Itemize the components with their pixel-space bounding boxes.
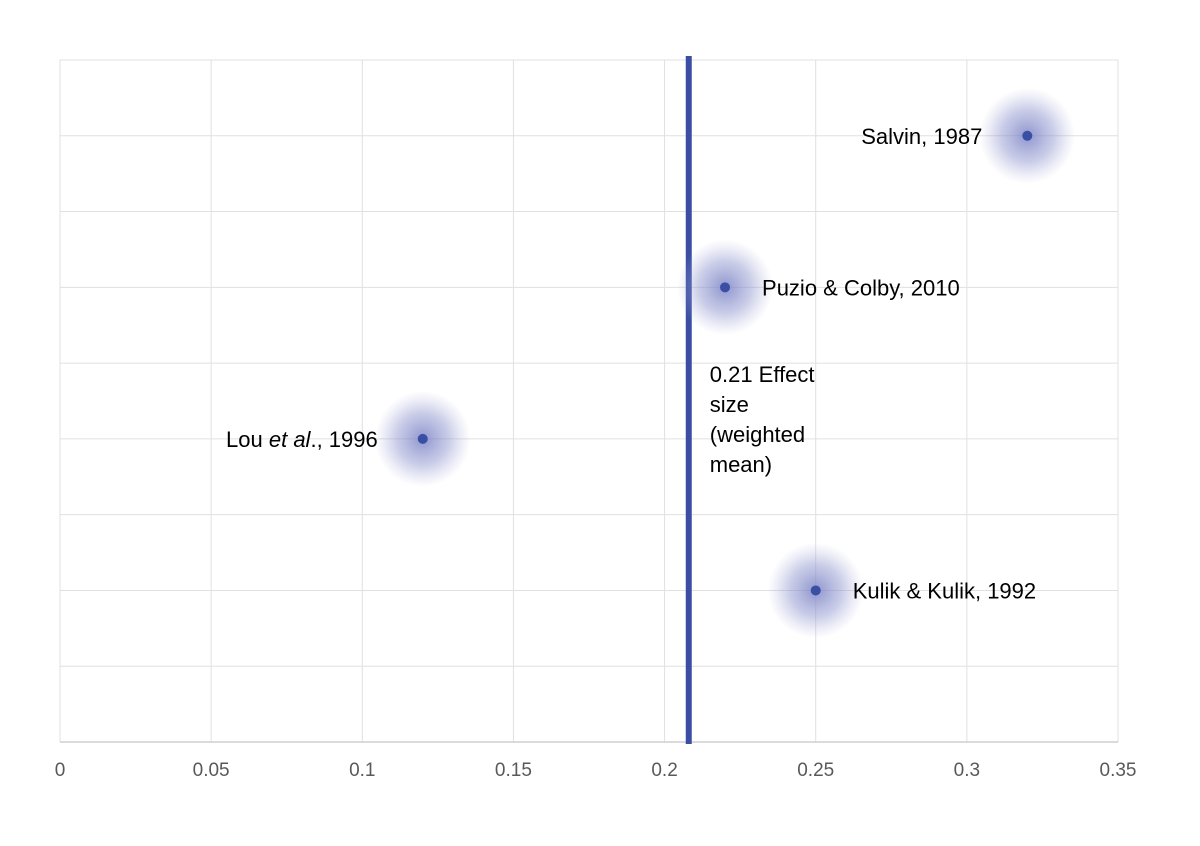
x-tick-label: 0.1 <box>349 760 375 781</box>
data-point <box>720 282 731 293</box>
data-point <box>417 433 428 444</box>
grid-layer <box>60 59 1119 742</box>
point-label: Lou et al., 1996 <box>226 427 378 452</box>
x-tick-label: 0.05 <box>193 760 230 781</box>
weighted-mean-label: 0.21 Effect size (weighted mean) <box>710 362 815 477</box>
point-label: Kulik & Kulik, 1992 <box>853 578 1036 603</box>
reference-line-layer: 0.21 Effect size (weighted mean) <box>685 56 815 744</box>
point-label: Salvin, 1987 <box>861 124 982 149</box>
point-layer: Salvin, 1987 Puzio & Colby, 2010 Lou et al… <box>226 87 1076 639</box>
x-tick-label: 0.35 <box>1100 760 1137 781</box>
point-label-part: Lou <box>226 427 269 452</box>
x-tick-label: 0.15 <box>495 760 532 781</box>
weighted-mean-label-line: size <box>710 392 749 417</box>
weighted-mean-label-line: 0.21 Effect <box>710 362 815 387</box>
x-tick-label: 0.2 <box>651 760 677 781</box>
data-point <box>1022 130 1033 141</box>
data-point <box>810 585 821 596</box>
point-label-part: ., 1996 <box>310 427 377 452</box>
x-tick-label: 0 <box>55 760 66 781</box>
weighted-mean-label-line: (weighted <box>710 422 805 447</box>
weighted-mean-label-line: mean) <box>710 452 772 477</box>
x-tick-label: 0.3 <box>954 760 980 781</box>
point-label: Puzio & Colby, 2010 <box>762 275 960 300</box>
point-label-part: et al <box>269 427 312 452</box>
x-tick-label: 0.25 <box>797 760 834 781</box>
axis-layer: 0 0.05 0.1 0.15 0.2 0.25 0.3 0.35 <box>55 60 1137 781</box>
